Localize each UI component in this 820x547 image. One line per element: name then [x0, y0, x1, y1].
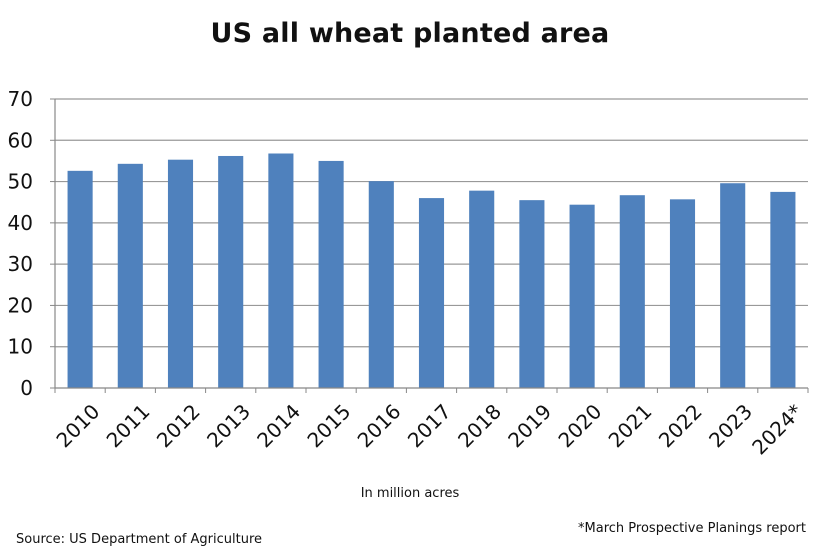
bar-2013	[218, 155, 244, 388]
bar-2014	[268, 153, 294, 388]
x-tick-label: 2011	[102, 399, 155, 452]
axes	[50, 98, 809, 393]
x-tick-label: 2015	[302, 399, 355, 452]
bar-2017	[418, 198, 445, 388]
bar-2019	[519, 200, 545, 388]
bar-2011	[117, 163, 143, 388]
x-tick-label: 2024*	[747, 399, 807, 459]
bar-2020	[569, 204, 595, 388]
x-tick-label: 2010	[51, 399, 104, 452]
y-tick-label: 60	[8, 128, 33, 152]
bar-2018	[469, 190, 495, 388]
x-tick-labels: 2010201120122013201420152016201720182019…	[51, 399, 807, 459]
y-tick-labels: 0 10 20 30 40 50 60 70	[8, 87, 33, 400]
y-tick-label: 40	[8, 211, 33, 235]
y-tick-label: 70	[8, 87, 33, 111]
bar-2022	[669, 199, 696, 388]
y-tick-label: 50	[8, 170, 33, 194]
x-axis-label: In million acres	[360, 486, 460, 501]
x-tick-label: 2022	[654, 399, 707, 452]
y-tick-label: 10	[8, 335, 33, 359]
y-tick-label: 0	[20, 376, 33, 400]
x-tick-label: 2017	[403, 399, 456, 452]
x-tick-label: 2021	[604, 399, 657, 452]
x-tick-label: 2016	[353, 399, 406, 452]
x-tick-label: 2018	[453, 399, 506, 452]
x-tick-label: 2012	[152, 399, 205, 452]
bar-2021	[619, 195, 645, 388]
bar-2024	[770, 191, 796, 388]
x-tick-label: 2014	[252, 399, 305, 452]
chart-title: US all wheat planted area	[210, 18, 610, 49]
bar-2016	[368, 181, 394, 388]
bar-2023	[720, 183, 746, 388]
source-note: Source: US Department of Agriculture	[16, 532, 263, 547]
x-tick-label: 2013	[202, 399, 255, 452]
footnote: *March Prospective Planings report	[578, 521, 806, 536]
y-tick-label: 30	[8, 252, 33, 276]
y-tick-label: 20	[8, 293, 33, 317]
x-tick-label: 2020	[553, 399, 606, 452]
bar-2010	[67, 170, 93, 388]
x-tick-label: 2019	[503, 399, 556, 452]
bar-2015	[318, 160, 344, 388]
bars	[67, 153, 796, 388]
bar-2012	[167, 159, 194, 388]
